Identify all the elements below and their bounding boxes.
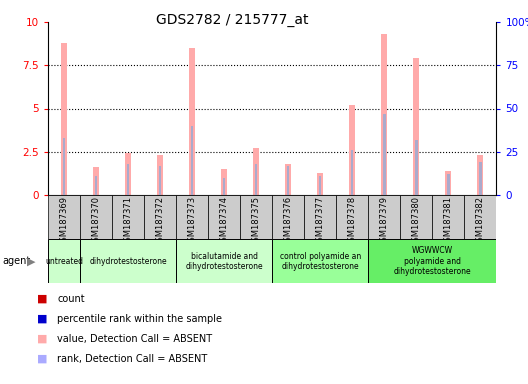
Text: percentile rank within the sample: percentile rank within the sample xyxy=(57,314,222,324)
Text: GSM187376: GSM187376 xyxy=(284,196,293,247)
Bar xyxy=(157,155,163,195)
Text: GSM187382: GSM187382 xyxy=(476,196,485,247)
Bar xyxy=(159,166,162,195)
Bar xyxy=(446,171,451,195)
Bar xyxy=(400,195,432,239)
Text: GDS2782 / 215777_at: GDS2782 / 215777_at xyxy=(156,13,308,27)
Text: ■: ■ xyxy=(37,354,48,364)
Bar xyxy=(477,155,483,195)
Bar xyxy=(80,239,176,283)
Bar xyxy=(464,195,496,239)
Text: ■: ■ xyxy=(37,294,48,304)
Bar xyxy=(479,162,482,195)
Bar xyxy=(95,176,97,195)
Bar xyxy=(208,195,240,239)
Bar xyxy=(287,166,289,195)
Bar xyxy=(48,239,80,283)
Bar xyxy=(240,195,272,239)
Bar xyxy=(415,140,418,195)
Bar xyxy=(285,164,291,195)
Bar xyxy=(221,169,227,195)
Bar xyxy=(368,239,496,283)
Text: GSM187373: GSM187373 xyxy=(187,196,196,247)
Bar xyxy=(368,195,400,239)
Text: control polyamide an
dihydrotestosterone: control polyamide an dihydrotestosterone xyxy=(279,252,361,271)
Text: count: count xyxy=(57,294,84,304)
Bar xyxy=(253,148,259,195)
Bar xyxy=(383,114,385,195)
Text: GSM187370: GSM187370 xyxy=(91,196,100,247)
Bar xyxy=(144,195,176,239)
Bar xyxy=(176,239,272,283)
Bar xyxy=(125,154,131,195)
Text: ■: ■ xyxy=(37,334,48,344)
Text: GSM187375: GSM187375 xyxy=(252,196,261,247)
Text: GSM187379: GSM187379 xyxy=(380,196,389,247)
Text: ■: ■ xyxy=(37,314,48,324)
Bar xyxy=(432,195,464,239)
Bar xyxy=(176,195,208,239)
Text: untreated: untreated xyxy=(45,257,83,266)
Bar xyxy=(63,138,65,195)
Bar xyxy=(80,195,112,239)
Text: dihydrotestosterone: dihydrotestosterone xyxy=(89,257,167,266)
Text: WGWWCW
polyamide and
dihydrotestosterone: WGWWCW polyamide and dihydrotestosterone xyxy=(393,247,471,276)
Text: GSM187377: GSM187377 xyxy=(316,196,325,247)
Bar xyxy=(336,195,368,239)
Text: GSM187372: GSM187372 xyxy=(156,196,165,247)
Bar xyxy=(93,167,99,195)
Bar xyxy=(255,164,258,195)
Bar xyxy=(350,105,355,195)
Bar xyxy=(447,174,449,195)
Bar xyxy=(127,164,129,195)
Bar xyxy=(317,172,323,195)
Text: GSM187374: GSM187374 xyxy=(220,196,229,247)
Text: GSM187381: GSM187381 xyxy=(444,196,453,247)
Text: GSM187369: GSM187369 xyxy=(60,196,69,247)
Bar xyxy=(272,239,368,283)
Text: agent: agent xyxy=(3,256,31,266)
Text: rank, Detection Call = ABSENT: rank, Detection Call = ABSENT xyxy=(57,354,208,364)
Bar xyxy=(413,58,419,195)
Bar xyxy=(304,195,336,239)
Text: GSM187378: GSM187378 xyxy=(348,196,357,247)
Bar xyxy=(351,150,354,195)
Bar xyxy=(223,178,225,195)
Bar xyxy=(112,195,144,239)
Bar xyxy=(381,34,387,195)
Bar xyxy=(319,176,322,195)
Text: GSM187380: GSM187380 xyxy=(412,196,421,247)
Bar xyxy=(48,195,80,239)
Bar xyxy=(189,48,195,195)
Bar xyxy=(61,43,67,195)
Text: bicalutamide and
dihydrotestosterone: bicalutamide and dihydrotestosterone xyxy=(185,252,263,271)
Text: ▶: ▶ xyxy=(27,256,36,266)
Text: value, Detection Call = ABSENT: value, Detection Call = ABSENT xyxy=(57,334,212,344)
Bar xyxy=(191,126,193,195)
Bar xyxy=(272,195,304,239)
Text: GSM187371: GSM187371 xyxy=(124,196,133,247)
